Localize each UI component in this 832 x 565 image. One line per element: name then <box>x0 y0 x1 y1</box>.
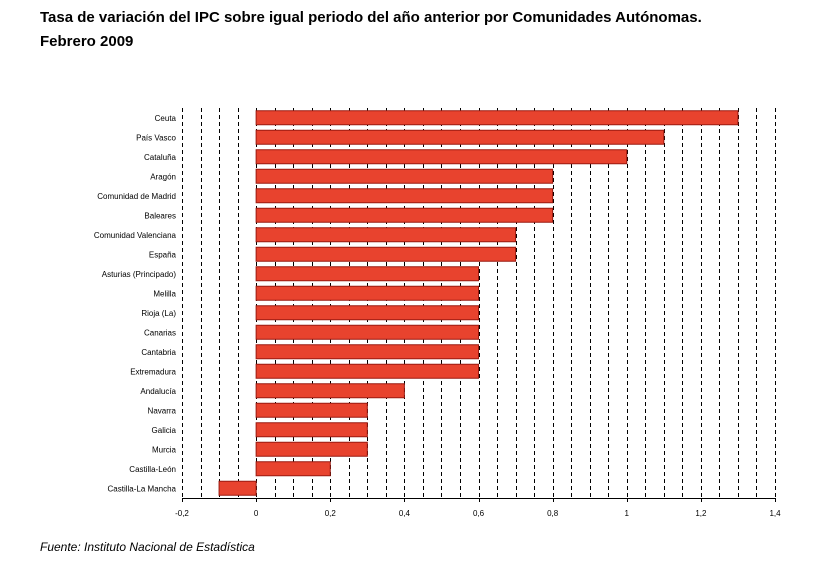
bar-navarra <box>255 402 368 418</box>
category-label: Melilla <box>153 289 176 298</box>
category-label: Castilla-La Mancha <box>108 484 177 493</box>
x-tick-label: 0 <box>254 509 259 518</box>
category-label: País Vasco <box>136 133 176 142</box>
bar-murcia <box>255 441 368 457</box>
bar-aragón <box>255 168 554 184</box>
source-note: Fuente: Instituto Nacional de Estadístic… <box>40 540 255 554</box>
x-tick-label: 0,8 <box>547 509 559 518</box>
bar-país-vasco <box>255 129 665 145</box>
bar-ceuta <box>255 110 739 126</box>
category-label: Ceuta <box>155 114 177 123</box>
category-label: Cataluña <box>144 153 177 162</box>
bar-extremadura <box>255 363 479 379</box>
x-tick-label: 0,6 <box>473 509 485 518</box>
bar-cantabria <box>255 344 479 360</box>
category-label: Comunidad Valenciana <box>94 231 177 240</box>
bar-españa <box>255 246 517 262</box>
bar-castilla-la-mancha <box>218 480 257 496</box>
chart-title-line2: Febrero 2009 <box>40 33 134 50</box>
category-label: Extremadura <box>130 367 176 376</box>
category-label: Aragón <box>150 172 176 181</box>
category-label: Comunidad de Madrid <box>97 192 176 201</box>
x-tick-label: 1,4 <box>769 509 781 518</box>
category-label: Asturias (Principado) <box>102 270 177 279</box>
category-label: Cantabria <box>141 348 176 357</box>
category-label: Castilla-León <box>129 465 176 474</box>
chart-title: Tasa de variación del IPC sobre igual pe… <box>40 6 820 54</box>
category-label: Rioja (La) <box>141 309 176 318</box>
category-label: Andalucía <box>140 387 176 396</box>
bar-canarias <box>255 324 479 340</box>
bar-cataluña <box>255 149 628 165</box>
category-label: Canarias <box>144 328 176 337</box>
bar-castilla-león <box>255 461 331 477</box>
category-label: Murcia <box>152 445 177 454</box>
x-tick-label: 0,4 <box>399 509 411 518</box>
bar-andalucía <box>255 383 405 399</box>
x-tick-label: -0,2 <box>175 509 189 518</box>
x-tick-label: 0,2 <box>325 509 337 518</box>
x-tick-label: 1 <box>625 509 630 518</box>
chart-title-line1: Tasa de variación del IPC sobre igual pe… <box>40 9 702 26</box>
bar-comunidad-de-madrid <box>255 188 554 204</box>
x-tick-label: 1,2 <box>695 509 707 518</box>
bar-asturias-principado- <box>255 266 479 282</box>
category-label: Navarra <box>148 406 177 415</box>
bar-galicia <box>255 422 368 438</box>
bar-rioja-la- <box>255 305 479 321</box>
category-label: Galicia <box>152 426 177 435</box>
bar-melilla <box>255 285 479 301</box>
category-label: Baleares <box>144 211 176 220</box>
category-label: España <box>149 250 177 259</box>
bar-comunidad-valenciana <box>255 227 517 243</box>
bar-baleares <box>255 207 554 223</box>
